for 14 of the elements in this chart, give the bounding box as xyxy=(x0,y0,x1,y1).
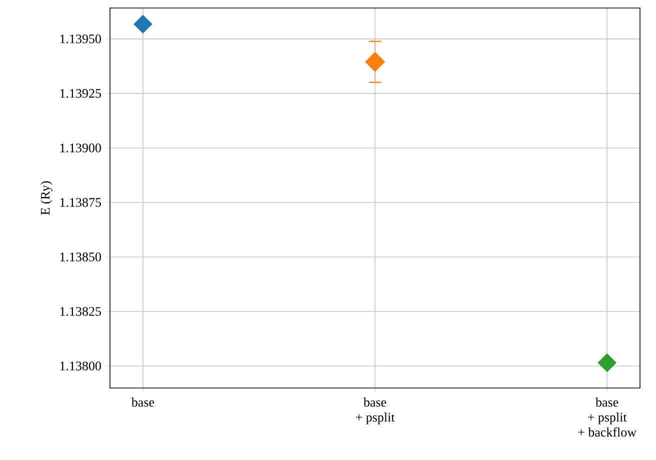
y-tick-label: 1.13950 xyxy=(60,34,101,44)
y-tick-label: 1.13825 xyxy=(60,307,101,316)
y-tick-label: 1.13925 xyxy=(60,89,101,98)
x-tick-label: base xyxy=(131,398,154,407)
y-tick-label: 1.13900 xyxy=(60,144,101,152)
point xyxy=(598,353,616,372)
y-axis-title: E (Ry) xyxy=(40,181,52,215)
x-tick-label: base + psplit xyxy=(356,398,395,424)
x-tick-label: base + psplit + backflow xyxy=(578,398,636,437)
y-tick-label: 1.13875 xyxy=(60,198,101,207)
y-tick-label: 1.13850 xyxy=(60,252,101,262)
point xyxy=(365,52,385,72)
point xyxy=(134,14,152,34)
y-tick-label: 1.13800 xyxy=(60,362,101,370)
